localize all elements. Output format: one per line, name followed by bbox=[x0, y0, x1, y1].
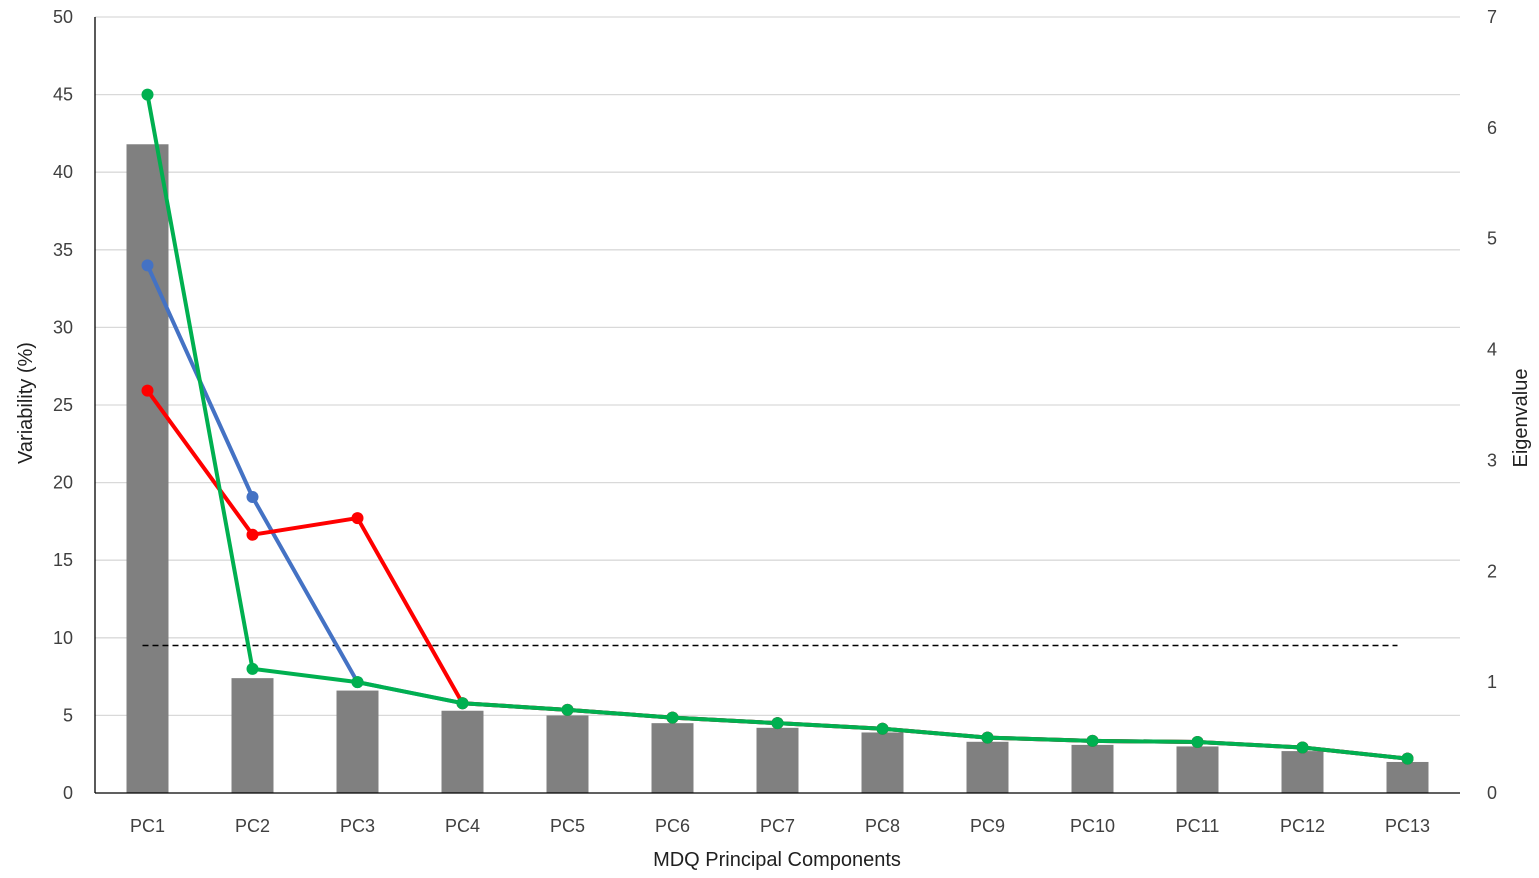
left-tick-label: 25 bbox=[53, 395, 73, 415]
category-label: PC7 bbox=[760, 816, 795, 836]
left-axis-ticks: 0 5 10 15 20 25 30 35 40 45 50 bbox=[53, 7, 73, 803]
left-tick-label: 0 bbox=[63, 783, 73, 803]
variability-bar bbox=[441, 710, 484, 793]
eigenvalue-point bbox=[1296, 741, 1309, 754]
axes bbox=[94, 17, 1460, 794]
category-label: PC4 bbox=[445, 816, 480, 836]
right-tick-label: 3 bbox=[1487, 450, 1497, 470]
left-tick-label: 50 bbox=[53, 7, 73, 27]
variability-bar bbox=[1071, 744, 1114, 793]
category-label: PC6 bbox=[655, 816, 690, 836]
variability-bar bbox=[651, 723, 694, 793]
variability-bar bbox=[966, 741, 1009, 793]
eigenvalue-point bbox=[1401, 752, 1414, 765]
left-tick-label: 30 bbox=[53, 317, 73, 337]
category-label: PC13 bbox=[1385, 816, 1430, 836]
right-axis-ticks: 0 1 2 3 4 5 6 7 bbox=[1487, 7, 1497, 803]
eigenvalue-point bbox=[246, 528, 259, 541]
left-tick-label: 45 bbox=[53, 85, 73, 105]
right-tick-label: 2 bbox=[1487, 561, 1497, 581]
right-tick-label: 5 bbox=[1487, 229, 1497, 249]
eigenvalue-line bbox=[145, 264, 1408, 761]
eigenvalue-point bbox=[456, 697, 469, 710]
category-label: PC2 bbox=[235, 816, 270, 836]
eigenvalue-point bbox=[666, 711, 679, 724]
right-axis-title: Eigenvalue bbox=[1510, 369, 1532, 468]
category-axis-ticks: PC1 PC2 PC3 PC4 PC5 PC6 PC7 PC8 PC9 PC10 PC11 PC12 P… bbox=[130, 816, 1430, 836]
eigenvalue-point bbox=[141, 259, 154, 272]
eigenvalue-point bbox=[141, 384, 154, 397]
eigenvalue-point bbox=[351, 676, 364, 689]
right-tick-label: 1 bbox=[1487, 672, 1497, 692]
left-tick-label: 35 bbox=[53, 240, 73, 260]
category-label: PC5 bbox=[550, 816, 585, 836]
category-label: PC12 bbox=[1280, 816, 1325, 836]
eigenvalue-point bbox=[981, 731, 994, 744]
eigenvalue-point bbox=[246, 662, 259, 675]
category-label: PC8 bbox=[865, 816, 900, 836]
left-tick-label: 20 bbox=[53, 473, 73, 493]
variability-bar bbox=[861, 732, 904, 793]
left-tick-label: 10 bbox=[53, 628, 73, 648]
eigenvalue-point bbox=[1086, 734, 1099, 747]
right-tick-label: 7 bbox=[1487, 7, 1497, 27]
eigenvalue-lines bbox=[141, 88, 1414, 765]
variability-bar bbox=[336, 690, 379, 793]
variability-bar bbox=[546, 715, 589, 793]
variability-bar bbox=[1386, 761, 1429, 793]
right-tick-label: 6 bbox=[1487, 118, 1497, 138]
category-label: PC3 bbox=[340, 816, 375, 836]
eigenvalue-point bbox=[771, 717, 784, 730]
left-tick-label: 40 bbox=[53, 162, 73, 182]
eigenvalue-point bbox=[561, 703, 574, 716]
left-tick-label: 15 bbox=[53, 550, 73, 570]
right-tick-label: 4 bbox=[1487, 340, 1497, 360]
variability-bars bbox=[126, 144, 1429, 793]
eigenvalue-point bbox=[246, 491, 259, 504]
category-label: PC1 bbox=[130, 816, 165, 836]
left-axis-title: Variability (%) bbox=[15, 342, 37, 464]
category-label: PC10 bbox=[1070, 816, 1115, 836]
variability-bar bbox=[1176, 746, 1219, 793]
variability-bar bbox=[231, 678, 274, 793]
left-tick-label: 5 bbox=[63, 705, 73, 725]
right-tick-label: 0 bbox=[1487, 783, 1497, 803]
eigenvalue-point bbox=[141, 88, 154, 101]
variability-bar bbox=[1281, 751, 1324, 793]
category-label: PC11 bbox=[1176, 816, 1220, 836]
eigenvalue-point bbox=[351, 512, 364, 525]
eigenvalue-point bbox=[1191, 736, 1204, 749]
x-axis-title: MDQ Principal Components bbox=[653, 849, 901, 871]
category-label: PC9 bbox=[970, 816, 1005, 836]
variability-bar bbox=[126, 144, 169, 793]
eigenvalue-line bbox=[145, 94, 1408, 761]
gridlines bbox=[95, 16, 1460, 717]
eigenvalue-point bbox=[876, 722, 889, 735]
variability-bar bbox=[756, 727, 799, 793]
